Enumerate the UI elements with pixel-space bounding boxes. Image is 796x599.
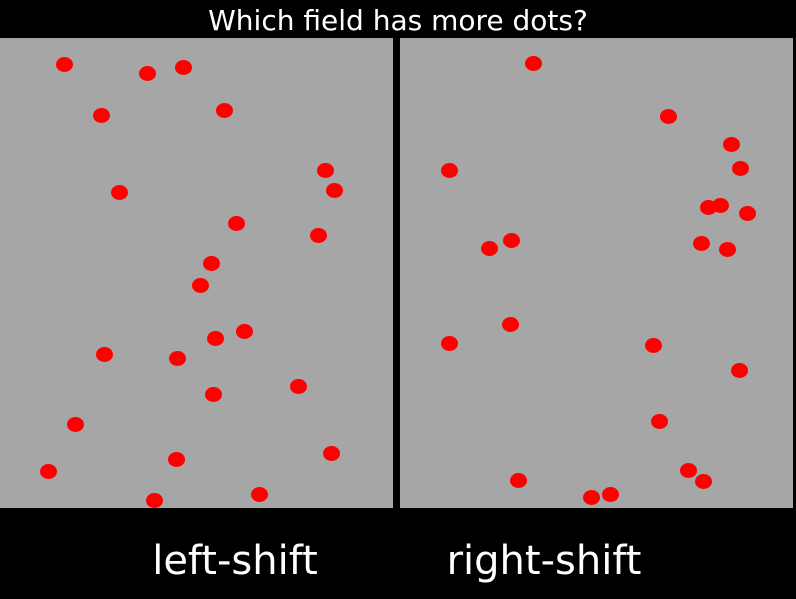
right-field-dot xyxy=(440,162,458,178)
right-shift-option[interactable]: right-shift xyxy=(446,538,642,584)
left-field-dot xyxy=(215,102,233,118)
left-field-dot xyxy=(235,323,253,339)
right-field-dot xyxy=(722,136,740,152)
left-field-dot xyxy=(191,277,209,293)
left-field-dot xyxy=(309,227,327,243)
question-text: Which field has more dots? xyxy=(208,4,588,37)
right-field-dot xyxy=(694,473,712,489)
left-field[interactable] xyxy=(0,38,393,508)
left-field-dot xyxy=(316,162,334,178)
right-field-dot xyxy=(738,205,756,221)
right-field-dot xyxy=(692,235,710,251)
right-field-dot xyxy=(582,489,600,505)
left-field-dot xyxy=(95,346,113,362)
left-field-dot xyxy=(227,215,245,231)
right-field-dot xyxy=(601,486,619,502)
left-field-dot xyxy=(289,378,307,394)
left-field-dot xyxy=(145,492,163,508)
left-field-dot xyxy=(39,463,57,479)
right-field-dot xyxy=(525,55,543,71)
right-field-dot xyxy=(659,108,677,124)
left-field-dot xyxy=(168,350,186,366)
left-field-dot xyxy=(167,451,185,467)
left-field-dot xyxy=(204,386,222,402)
right-field-dot xyxy=(731,160,749,176)
left-field-dot xyxy=(250,486,268,502)
left-field-dot xyxy=(206,330,224,346)
right-field-dot xyxy=(711,197,729,213)
right-field-dot xyxy=(440,335,458,351)
left-field-dot xyxy=(92,107,110,123)
right-field-dot xyxy=(644,337,662,353)
right-field-dot xyxy=(480,240,498,256)
right-field-dot xyxy=(501,316,519,332)
right-field-dot xyxy=(718,241,736,257)
left-field-dot xyxy=(66,416,84,432)
left-field-dot xyxy=(202,255,220,271)
left-field-dot xyxy=(110,184,128,200)
left-field-dot xyxy=(138,65,156,81)
right-field-dot xyxy=(650,413,668,429)
right-field-dot xyxy=(509,472,527,488)
right-field-dot xyxy=(502,232,520,248)
right-field-dot xyxy=(679,462,697,478)
left-field-dot xyxy=(325,182,343,198)
left-field-dot xyxy=(174,59,192,75)
left-field-dot xyxy=(55,56,73,72)
left-field-dot xyxy=(322,446,340,462)
right-field[interactable] xyxy=(400,38,793,508)
left-shift-option[interactable]: left-shift xyxy=(152,538,318,584)
right-field-dot xyxy=(730,362,748,378)
